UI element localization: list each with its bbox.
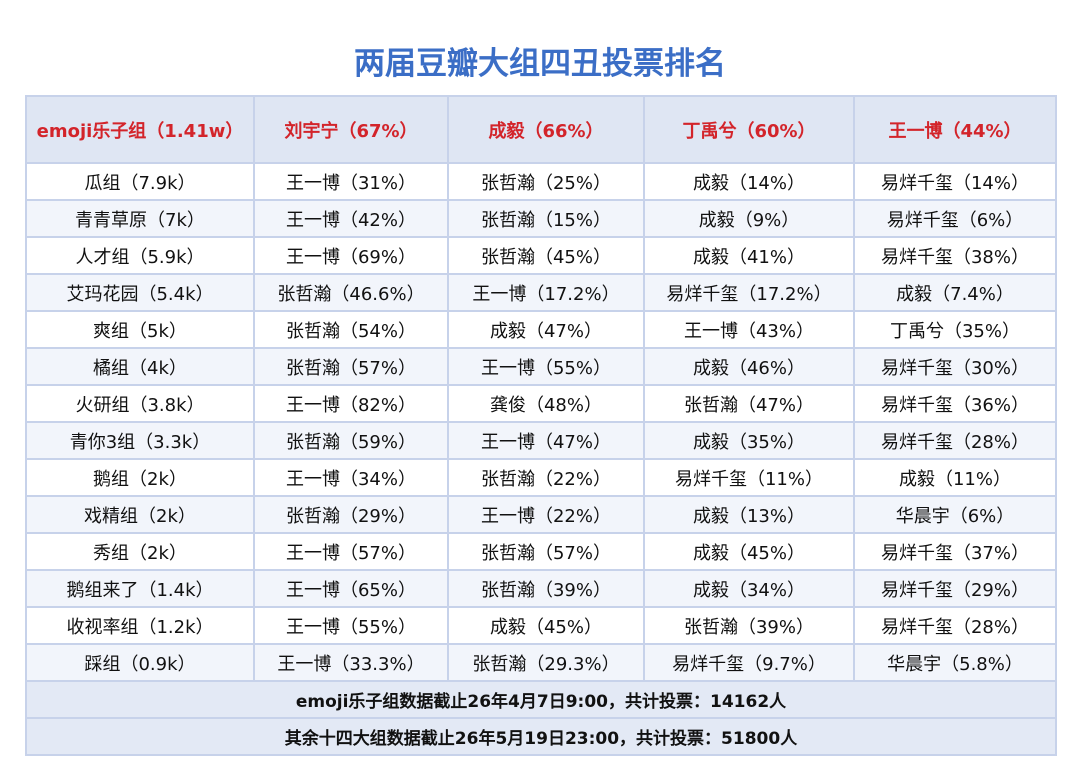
rank-cell: 成毅（34%） — [643, 569, 855, 608]
rank-cell: 龚俊（48%） — [447, 384, 645, 423]
rank-cell: 张哲瀚（29%） — [253, 495, 449, 534]
rank-cell: 成毅（9%） — [643, 199, 855, 238]
rank-cell: 张哲瀚（54%） — [253, 310, 449, 349]
rank-cell: 张哲瀚（39%） — [643, 606, 855, 645]
header-row: emoji乐子组（1.41w） 刘宇宁（67%） 成毅（66%） 丁禹兮（60%） 王一… — [25, 95, 1057, 164]
ranking-table: emoji乐子组（1.41w） 刘宇宁（67%） 成毅（66%） 丁禹兮（60%） 王一… — [25, 95, 1057, 756]
data-row: 青青草原（7k） 王一博（42%） 张哲瀚（15%） 成毅（9%） 易烊千玺（6%） — [25, 199, 1057, 238]
header-cell: 王一博（44%） — [853, 95, 1057, 164]
group-cell: 踩组（0.9k） — [25, 643, 255, 682]
data-row: 橘组（4k） 张哲瀚（57%） 王一博（55%） 成毅（46%） 易烊千玺（30%） — [25, 347, 1057, 386]
rank-cell: 张哲瀚（25%） — [447, 162, 645, 201]
rank-cell: 易烊千玺（14%） — [853, 162, 1057, 201]
rank-cell: 成毅（46%） — [643, 347, 855, 386]
data-row: 爽组（5k） 张哲瀚（54%） 成毅（47%） 王一博（43%） 丁禹兮（35%） — [25, 310, 1057, 349]
rank-cell: 成毅（14%） — [643, 162, 855, 201]
rank-cell: 丁禹兮（35%） — [853, 310, 1057, 349]
rank-cell: 王一博（57%） — [253, 532, 449, 571]
rank-cell: 易烊千玺（11%） — [643, 458, 855, 497]
rank-cell: 王一博（34%） — [253, 458, 449, 497]
group-cell: 青你3组（3.3k） — [25, 421, 255, 460]
data-row: 收视率组（1.2k） 王一博（55%） 成毅（45%） 张哲瀚（39%） 易烊千玺（28… — [25, 606, 1057, 645]
group-cell: 爽组（5k） — [25, 310, 255, 349]
footer-note: emoji乐子组数据截止26年4月7日9:00，共计投票：14162人 — [25, 680, 1057, 719]
rank-cell: 王一博（31%） — [253, 162, 449, 201]
rank-cell: 张哲瀚（57%） — [447, 532, 645, 571]
group-cell: 收视率组（1.2k） — [25, 606, 255, 645]
rank-cell: 张哲瀚（45%） — [447, 236, 645, 275]
group-cell: 火研组（3.8k） — [25, 384, 255, 423]
rank-cell: 成毅（13%） — [643, 495, 855, 534]
rank-cell: 华晨宇（6%） — [853, 495, 1057, 534]
rank-cell: 成毅（47%） — [447, 310, 645, 349]
data-row: 鹅组来了（1.4k） 王一博（65%） 张哲瀚（39%） 成毅（34%） 易烊千玺（29… — [25, 569, 1057, 608]
rank-cell: 易烊千玺（38%） — [853, 236, 1057, 275]
rank-cell: 成毅（35%） — [643, 421, 855, 460]
rank-cell: 王一博（33.3%） — [253, 643, 449, 682]
rank-cell: 王一博（43%） — [643, 310, 855, 349]
rank-cell: 王一博（42%） — [253, 199, 449, 238]
rank-cell: 易烊千玺（9.7%） — [643, 643, 855, 682]
data-row: 戏精组（2k） 张哲瀚（29%） 王一博（22%） 成毅（13%） 华晨宇（6%） — [25, 495, 1057, 534]
rank-cell: 成毅（45%） — [643, 532, 855, 571]
rank-cell: 成毅（7.4%） — [853, 273, 1057, 312]
group-cell: 人才组（5.9k） — [25, 236, 255, 275]
rank-cell: 王一博（22%） — [447, 495, 645, 534]
group-cell: 秀组（2k） — [25, 532, 255, 571]
rank-cell: 易烊千玺（6%） — [853, 199, 1057, 238]
data-row: 人才组（5.9k） 王一博（69%） 张哲瀚（45%） 成毅（41%） 易烊千玺（38%… — [25, 236, 1057, 275]
data-row: 踩组（0.9k） 王一博（33.3%） 张哲瀚（29.3%） 易烊千玺（9.7%） 华晨… — [25, 643, 1057, 682]
data-row: 鹅组（2k） 王一博（34%） 张哲瀚（22%） 易烊千玺（11%） 成毅（11%） — [25, 458, 1057, 497]
rank-cell: 王一博（17.2%） — [447, 273, 645, 312]
rank-cell: 王一博（47%） — [447, 421, 645, 460]
rank-cell: 易烊千玺（30%） — [853, 347, 1057, 386]
rank-cell: 易烊千玺（36%） — [853, 384, 1057, 423]
data-row: 火研组（3.8k） 王一博（82%） 龚俊（48%） 张哲瀚（47%） 易烊千玺（36%… — [25, 384, 1057, 423]
footer-row: emoji乐子组数据截止26年4月7日9:00，共计投票：14162人 — [25, 680, 1057, 719]
group-cell: 青青草原（7k） — [25, 199, 255, 238]
rank-cell: 成毅（45%） — [447, 606, 645, 645]
rank-cell: 易烊千玺（37%） — [853, 532, 1057, 571]
group-cell: 戏精组（2k） — [25, 495, 255, 534]
header-cell: emoji乐子组（1.41w） — [25, 95, 255, 164]
rank-cell: 王一博（69%） — [253, 236, 449, 275]
data-row: 秀组（2k） 王一博（57%） 张哲瀚（57%） 成毅（45%） 易烊千玺（37%） — [25, 532, 1057, 571]
footer-row: 其余十四大组数据截止26年5月19日23:00，共计投票：51800人 — [25, 717, 1057, 756]
footer-note: 其余十四大组数据截止26年5月19日23:00，共计投票：51800人 — [25, 717, 1057, 756]
title: 两届豆瓣大组四丑投票排名 — [354, 46, 726, 82]
rank-cell: 成毅（11%） — [853, 458, 1057, 497]
header-cell: 丁禹兮（60%） — [643, 95, 855, 164]
rank-cell: 王一博（55%） — [253, 606, 449, 645]
header-cell: 成毅（66%） — [447, 95, 645, 164]
group-cell: 瓜组（7.9k） — [25, 162, 255, 201]
group-cell: 橘组（4k） — [25, 347, 255, 386]
group-cell: 鹅组来了（1.4k） — [25, 569, 255, 608]
rank-cell: 华晨宇（5.8%） — [853, 643, 1057, 682]
rank-cell: 易烊千玺（29%） — [853, 569, 1057, 608]
rank-cell: 王一博（82%） — [253, 384, 449, 423]
rank-cell: 易烊千玺（17.2%） — [643, 273, 855, 312]
rank-cell: 张哲瀚（46.6%） — [253, 273, 449, 312]
rank-cell: 张哲瀚（47%） — [643, 384, 855, 423]
group-cell: 鹅组（2k） — [25, 458, 255, 497]
rank-cell: 王一博（65%） — [253, 569, 449, 608]
rank-cell: 王一博（55%） — [447, 347, 645, 386]
rank-cell: 张哲瀚（39%） — [447, 569, 645, 608]
header-cell: 刘宇宁（67%） — [253, 95, 449, 164]
rank-cell: 易烊千玺（28%） — [853, 421, 1057, 460]
table-body: emoji乐子组（1.41w） 刘宇宁（67%） 成毅（66%） 丁禹兮（60%） 王一… — [25, 95, 1057, 756]
rank-cell: 易烊千玺（28%） — [853, 606, 1057, 645]
data-row: 青你3组（3.3k） 张哲瀚（59%） 王一博（47%） 成毅（35%） 易烊千玺（28… — [25, 421, 1057, 460]
rank-cell: 张哲瀚（22%） — [447, 458, 645, 497]
rank-cell: 张哲瀚（15%） — [447, 199, 645, 238]
data-row: 瓜组（7.9k） 王一博（31%） 张哲瀚（25%） 成毅（14%） 易烊千玺（14%） — [25, 162, 1057, 201]
group-cell: 艾玛花园（5.4k） — [25, 273, 255, 312]
data-row: 艾玛花园（5.4k） 张哲瀚（46.6%） 王一博（17.2%） 易烊千玺（17.2%… — [25, 273, 1057, 312]
rank-cell: 张哲瀚（29.3%） — [447, 643, 645, 682]
rank-cell: 成毅（41%） — [643, 236, 855, 275]
rank-cell: 张哲瀚（59%） — [253, 421, 449, 460]
rank-cell: 张哲瀚（57%） — [253, 347, 449, 386]
